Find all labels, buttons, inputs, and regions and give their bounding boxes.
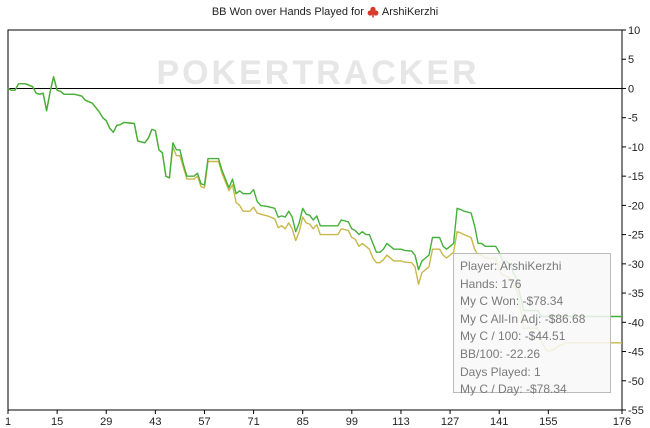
y-tick-label: -40 — [628, 317, 644, 329]
y-tick-label: 5 — [628, 54, 634, 66]
plot-frame — [7, 29, 623, 411]
x-tick-label: 113 — [392, 416, 410, 428]
y-tick-label: 0 — [628, 83, 634, 95]
x-tick-label: 141 — [490, 416, 508, 428]
x-tick-label: 127 — [441, 416, 459, 428]
y-tick-label: -50 — [628, 376, 644, 388]
x-tick-label: 57 — [198, 416, 210, 428]
series-line — [7, 76, 622, 318]
chart-title: BB Won over Hands Played for ArshiKerzhi — [0, 6, 650, 18]
chart-axes: 10 5 0 -5 -10 -15 -20 -25 -30 -35 -40 -45 -50 -55 1 15 2… — [5, 25, 644, 428]
y-tick-label: -25 — [628, 230, 644, 242]
chart-title-player: ArshiKerzhi — [381, 6, 439, 18]
pokertracker-watermark: POKERTRACKER — [156, 54, 479, 92]
y-tick-label: -5 — [628, 113, 638, 125]
stats-tooltip: Player: ArshiKerzhi Hands: 176 My C Won:… — [453, 253, 611, 396]
tooltip-won: My C Won: -$78.34 — [460, 294, 564, 309]
x-tick-label: 1 — [5, 416, 11, 428]
x-tick-label: 85 — [297, 416, 309, 428]
y-tick-label: -10 — [628, 142, 644, 154]
y-tick-label: -55 — [628, 405, 644, 417]
x-tick-label: 15 — [51, 416, 63, 428]
tooltip-per-100: My C / 100: -$44.51 — [460, 329, 566, 344]
tooltip-days-played: Days Played: 1 — [460, 364, 541, 379]
y-tick-label: -15 — [628, 171, 644, 183]
tooltip-hands: Hands: 176 — [460, 276, 522, 291]
x-tick-label: 43 — [149, 416, 161, 428]
chart-series — [7, 76, 622, 353]
tooltip-allin-adj: My C All-In Adj: -$86.68 — [460, 311, 586, 326]
y-tick-label: -20 — [628, 200, 644, 212]
x-tick-label: 155 — [539, 416, 557, 428]
x-tick-label: 71 — [247, 416, 259, 428]
y-tick-label: 10 — [628, 25, 640, 37]
chart-title-prefix: BB Won over Hands Played for — [211, 6, 364, 18]
x-tick-label: 99 — [346, 416, 358, 428]
x-tick-label: 29 — [100, 416, 112, 428]
tooltip-per-day: My C / Day: -$78.34 — [460, 382, 567, 397]
tooltip-bb-per-100: BB/100: -22.26 — [460, 346, 541, 361]
y-tick-label: -35 — [628, 288, 644, 300]
tooltip-player: Player: ArshiKerzhi — [460, 259, 562, 273]
poker-club-icon — [367, 6, 379, 18]
x-tick-label: 176 — [613, 416, 631, 428]
y-tick-label: -45 — [628, 347, 644, 359]
y-tick-label: -30 — [628, 259, 644, 271]
